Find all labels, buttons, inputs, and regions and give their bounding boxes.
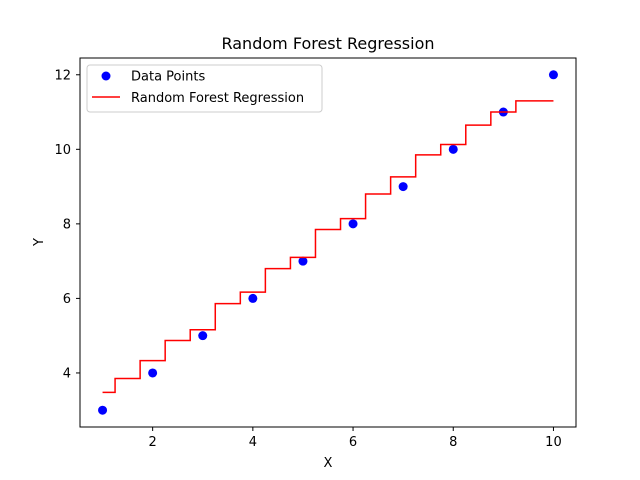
plot-area (98, 70, 558, 415)
x-tick-label: 2 (149, 435, 157, 450)
legend-box (86, 64, 323, 113)
data-point (298, 256, 308, 266)
legend-label-regression: Random Forest Regression (131, 91, 304, 106)
legend-marker-data-points (101, 71, 111, 81)
x-axis-label: X (324, 456, 333, 471)
y-tick-label: 4 (63, 366, 71, 381)
legend: Data Points Random Forest Regression (86, 64, 323, 113)
x-tick-label: 10 (545, 435, 562, 450)
data-point (398, 182, 408, 192)
y-tick-label: 10 (54, 143, 71, 158)
regression-line (102, 100, 554, 394)
legend-label-data-points: Data Points (131, 70, 205, 85)
y-tick-label: 6 (63, 292, 71, 307)
data-point (198, 331, 208, 341)
chart-title: Random Forest Regression (221, 34, 434, 53)
data-point (448, 144, 458, 154)
y-axis-label: Y (32, 238, 47, 247)
axis-ticks: 2 4 6 8 10 4 6 8 10 12 (54, 68, 561, 450)
axes-frame (79, 57, 577, 428)
data-point (98, 405, 108, 415)
x-tick-label: 6 (349, 435, 357, 450)
data-point (248, 293, 258, 303)
data-point (548, 70, 558, 80)
y-tick-label: 8 (63, 217, 71, 232)
x-tick-label: 4 (249, 435, 257, 450)
y-tick-label: 12 (54, 68, 71, 83)
data-point (148, 368, 158, 378)
x-tick-label: 8 (449, 435, 457, 450)
data-point (348, 219, 358, 229)
